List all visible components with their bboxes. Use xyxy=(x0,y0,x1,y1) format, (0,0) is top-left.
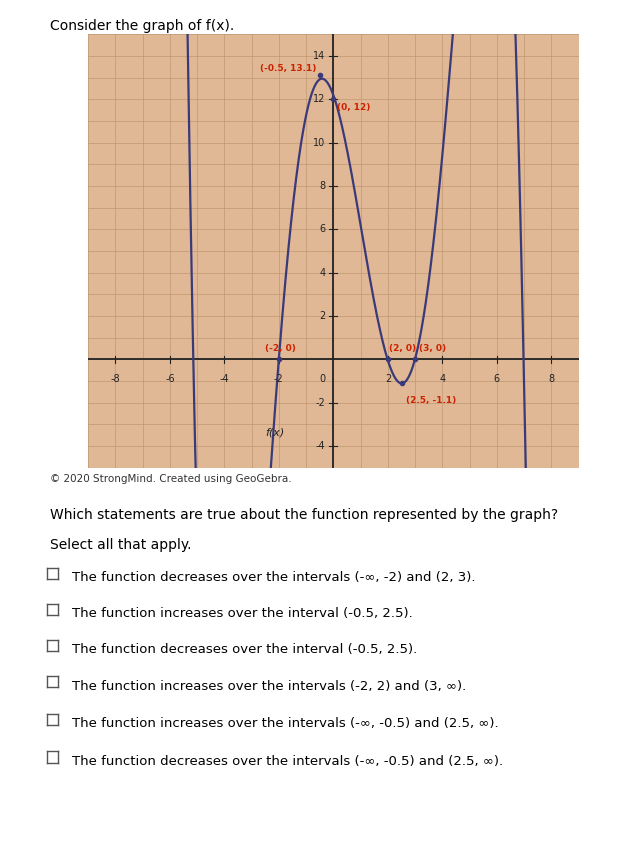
Text: (2.5, -1.1): (2.5, -1.1) xyxy=(406,396,456,405)
Text: 12: 12 xyxy=(313,94,325,105)
Text: (0, 12): (0, 12) xyxy=(338,103,371,112)
Text: 2: 2 xyxy=(385,374,391,384)
Text: (3, 0): (3, 0) xyxy=(420,343,447,353)
Text: Which statements are true about the function represented by the graph?: Which statements are true about the func… xyxy=(50,508,559,522)
Text: © 2020 StrongMind. Created using GeoGebra.: © 2020 StrongMind. Created using GeoGebr… xyxy=(50,474,292,484)
Text: -4: -4 xyxy=(220,374,229,384)
Text: 6: 6 xyxy=(319,224,325,234)
Text: (-0.5, 13.1): (-0.5, 13.1) xyxy=(260,64,316,73)
Text: 6: 6 xyxy=(494,374,500,384)
Text: The function decreases over the interval (-0.5, 2.5).: The function decreases over the interval… xyxy=(72,644,418,656)
Text: -2: -2 xyxy=(274,374,284,384)
Text: 8: 8 xyxy=(548,374,555,384)
Text: 14: 14 xyxy=(313,51,325,61)
Text: 2: 2 xyxy=(319,311,325,321)
Text: -8: -8 xyxy=(111,374,120,384)
Text: f(x): f(x) xyxy=(265,427,284,437)
Text: The function decreases over the intervals (-∞, -2) and (2, 3).: The function decreases over the interval… xyxy=(72,571,476,584)
Text: Consider the graph of f(x).: Consider the graph of f(x). xyxy=(50,19,235,33)
Text: (-2, 0): (-2, 0) xyxy=(265,343,296,353)
Text: 0: 0 xyxy=(319,374,325,384)
Text: 10: 10 xyxy=(313,137,325,148)
Text: The function increases over the intervals (-∞, -0.5) and (2.5, ∞).: The function increases over the interval… xyxy=(72,717,499,730)
Text: 8: 8 xyxy=(319,181,325,191)
Text: The function decreases over the intervals (-∞, -0.5) and (2.5, ∞).: The function decreases over the interval… xyxy=(72,755,503,768)
Text: The function increases over the interval (-0.5, 2.5).: The function increases over the interval… xyxy=(72,607,413,620)
Text: Select all that apply.: Select all that apply. xyxy=(50,538,192,552)
Text: 4: 4 xyxy=(439,374,445,384)
Text: (2, 0): (2, 0) xyxy=(389,343,416,353)
Text: -2: -2 xyxy=(315,397,325,408)
Text: 4: 4 xyxy=(319,268,325,278)
Text: -6: -6 xyxy=(165,374,175,384)
Text: -4: -4 xyxy=(316,441,325,451)
Text: The function increases over the intervals (-2, 2) and (3, ∞).: The function increases over the interval… xyxy=(72,680,467,692)
